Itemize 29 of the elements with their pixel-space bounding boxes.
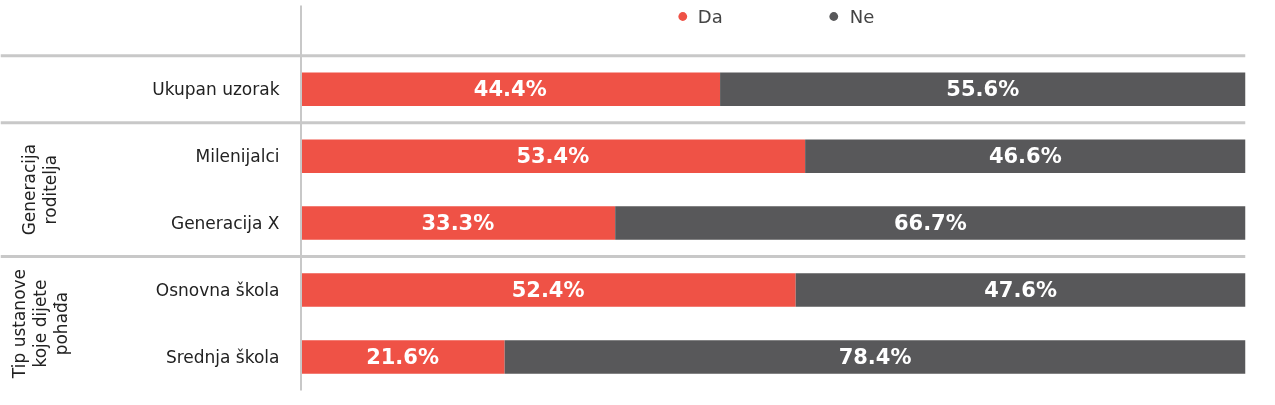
bar — [300, 340, 505, 374]
data-label: 21.6% — [366, 345, 439, 370]
y-tick-label: Generacija X — [170, 213, 280, 234]
data-label: 46.6% — [988, 144, 1062, 169]
data-label: 44.4% — [473, 77, 547, 102]
legend-label: Ne — [849, 5, 875, 27]
text: Generacija roditelja — [19, 143, 60, 236]
data-label: 66.7% — [893, 211, 967, 236]
bar — [300, 273, 796, 307]
bar — [300, 206, 616, 240]
bar — [300, 72, 721, 106]
data-label: 52.4% — [511, 278, 585, 303]
bar — [615, 206, 1246, 240]
y-tick-label: Srednja škola — [165, 347, 280, 368]
bar — [300, 139, 806, 173]
data-label: 78.4% — [838, 345, 912, 370]
data-label: 47.6% — [984, 278, 1058, 303]
bar — [805, 139, 1246, 173]
data-label: 53.4% — [516, 144, 590, 169]
legend-label: Da — [697, 5, 723, 27]
y-tick-label: Milenijalci — [195, 146, 280, 167]
text: Tip ustanove koje dijete pohađa — [8, 268, 71, 380]
data-label: 33.3% — [421, 211, 495, 236]
data-label: 55.6% — [946, 77, 1020, 102]
y-tick-label: Ukupan uzorak — [152, 79, 280, 100]
y-tick-label: Osnovna škola — [155, 280, 280, 301]
bar — [795, 273, 1246, 307]
bar — [720, 72, 1246, 106]
bar — [504, 340, 1246, 374]
